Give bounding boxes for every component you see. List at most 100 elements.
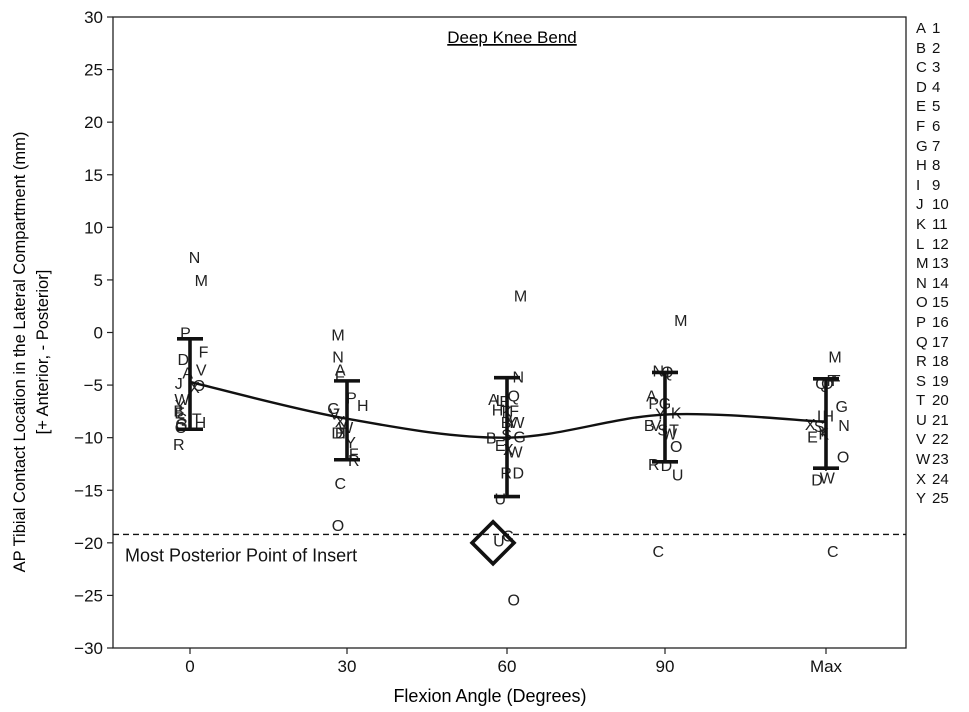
data-point: E: [499, 394, 510, 411]
legend-letter: G: [916, 137, 928, 155]
legend-item: W 23: [916, 450, 966, 470]
legend-subject-id: 24: [932, 470, 949, 488]
legend-subject-id: 4: [932, 78, 941, 96]
legend-subject-id: 18: [932, 353, 949, 371]
data-point: B: [486, 431, 497, 448]
data-point: H: [195, 415, 207, 432]
legend-letter: B: [916, 39, 927, 57]
y-axis-label-line1: AP Tibial Contact Location in the Latera…: [11, 132, 29, 573]
y-tick-label: 20: [84, 113, 103, 132]
data-point: Q: [508, 389, 520, 406]
data-point: C: [652, 544, 664, 561]
data-point: D: [661, 458, 673, 475]
data-point: T: [339, 425, 349, 442]
data-point: P: [180, 326, 191, 343]
legend-item: V 22: [916, 430, 966, 450]
legend-subject-id: 13: [932, 255, 949, 273]
mean-line: [189, 380, 827, 439]
legend-item: N 14: [916, 274, 966, 294]
data-point: W: [820, 471, 836, 488]
data-point: D: [811, 473, 823, 490]
reference-line-group: Most Posterior Point of Insert: [113, 533, 906, 565]
data-point: J: [175, 376, 183, 393]
data-point: P: [346, 391, 357, 408]
data-point: P: [648, 396, 659, 413]
data-point: F: [349, 446, 359, 463]
data-point: E: [807, 430, 818, 447]
data-point: O: [508, 593, 520, 610]
legend-subject-id: 19: [932, 372, 949, 390]
data-point: A: [488, 392, 499, 409]
legend-letter: E: [916, 98, 927, 116]
y-tick-label: −20: [74, 534, 103, 553]
legend-letter: N: [916, 274, 927, 292]
data-point: E: [174, 405, 185, 422]
data-point: T: [192, 412, 202, 429]
data-point: D: [512, 465, 524, 482]
data-point: M: [331, 328, 344, 345]
legend-subject-id: 11: [932, 215, 948, 233]
diamond-marker: [469, 519, 517, 567]
mean-line-group: [189, 380, 827, 439]
data-point: O: [837, 450, 849, 467]
legend-item: Q 17: [916, 333, 966, 353]
data-point: L: [817, 409, 826, 426]
data-point: S: [177, 412, 188, 429]
x-tick-label: 30: [338, 657, 357, 676]
legend-item: J 10: [916, 195, 966, 215]
legend-subject-id: 25: [932, 490, 949, 508]
y-tick-label: −30: [74, 639, 103, 658]
data-point: H: [822, 409, 834, 426]
data-point: F: [199, 344, 209, 361]
data-point: K: [818, 426, 829, 443]
legend-letter: M: [916, 255, 929, 273]
data-point: A: [646, 389, 657, 406]
legend-item: U 21: [916, 411, 966, 431]
data-point: M: [828, 350, 841, 367]
legend-subject-id: 20: [932, 392, 949, 410]
data-point: C: [827, 544, 839, 561]
data-point: B: [173, 403, 184, 420]
data-point: P: [827, 373, 838, 390]
data-point: F: [509, 403, 519, 420]
data-point: B: [335, 425, 346, 442]
x-tick-label: 0: [185, 657, 194, 676]
y-tick-label: 10: [84, 218, 103, 237]
legend-letter: C: [916, 59, 927, 77]
data-point: R: [648, 457, 660, 474]
legend-subject-id: 5: [932, 98, 941, 116]
legend-letter: S: [916, 372, 927, 390]
data-point: M: [514, 289, 527, 306]
legend-letter: O: [916, 294, 928, 312]
legend-letter: U: [916, 411, 927, 429]
data-point: D: [177, 352, 189, 369]
data-point: C: [334, 476, 346, 493]
legend-item: M 13: [916, 254, 966, 274]
data-point: M: [195, 273, 208, 290]
legend-letter: F: [916, 117, 926, 135]
data-point: Y: [175, 398, 186, 415]
data-point: Y: [345, 435, 356, 452]
legend-letter: D: [916, 78, 927, 96]
data-point: Y: [506, 415, 517, 432]
legend-letter: Q: [916, 333, 928, 351]
legend-letter: X: [916, 470, 927, 488]
data-point: V: [196, 362, 207, 379]
chart-title: Deep Knee Bend: [447, 28, 577, 47]
y-axis-label-line2: [+ Anterior, - Posterior]: [34, 270, 52, 435]
y-tick-label: −25: [74, 586, 103, 605]
data-point: U: [494, 492, 506, 509]
data-point: X: [805, 417, 816, 434]
legend-subject-id: 9: [932, 176, 941, 194]
legend-subject-id: 12: [932, 235, 949, 253]
data-point: B: [644, 418, 655, 435]
y-tick-label: 15: [84, 166, 103, 185]
data-point: X: [335, 414, 346, 431]
